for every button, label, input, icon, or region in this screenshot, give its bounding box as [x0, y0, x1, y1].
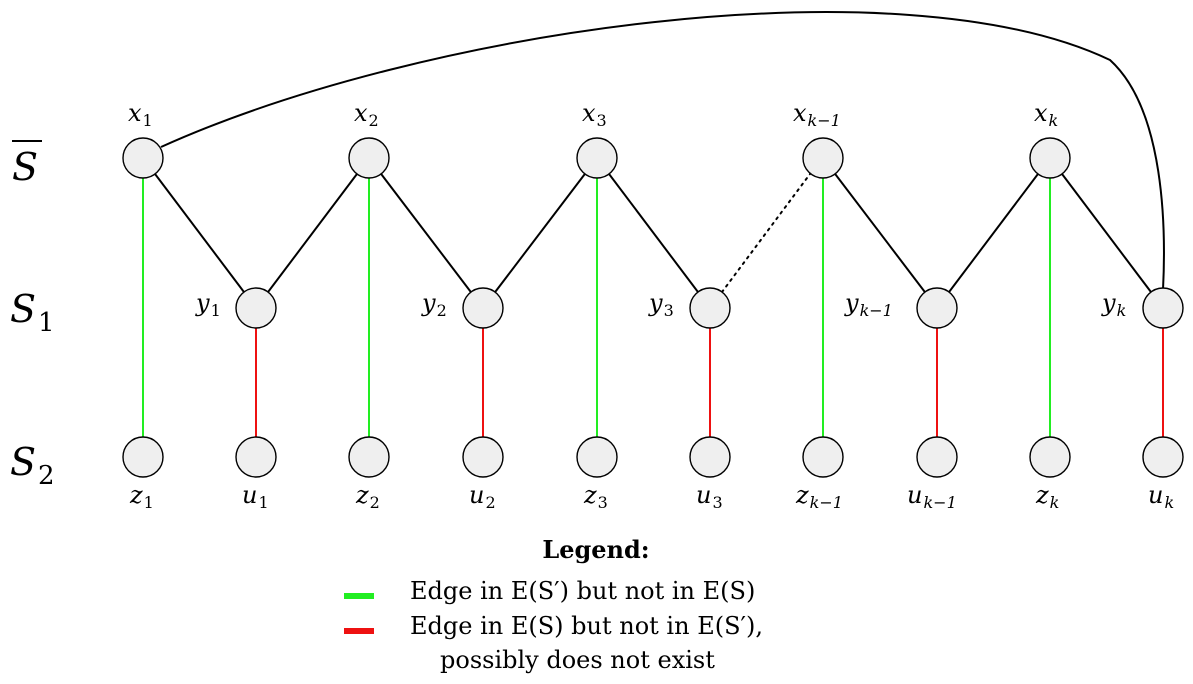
node-u2 — [462, 436, 504, 478]
legend-green-swatch — [344, 593, 374, 599]
node-yk1 — [916, 287, 958, 329]
node-x3 — [576, 137, 618, 179]
label-zk: zk — [1035, 481, 1059, 512]
label-yk1: yk−1 — [844, 289, 893, 320]
edge-x1-y1 — [142, 157, 257, 309]
label-x2: x2 — [354, 99, 379, 130]
edge-x3-y3 — [596, 157, 711, 309]
node-zk — [1029, 436, 1071, 478]
label-y2: y2 — [421, 289, 447, 320]
label-y3: y3 — [648, 289, 674, 320]
legend-green-text: Edge in E(S′) but not in E(S) — [410, 577, 755, 605]
label-yk: yk — [1101, 289, 1126, 320]
node-z1 — [122, 436, 164, 478]
label-x3: x3 — [582, 99, 607, 130]
label-u1: u1 — [242, 481, 269, 512]
node-x1 — [122, 137, 164, 179]
node-zk1 — [802, 436, 844, 478]
label-y1: y1 — [195, 289, 221, 320]
edge-y1-x2 — [255, 157, 370, 309]
node-xk — [1029, 137, 1071, 179]
node-x2 — [348, 137, 390, 179]
label-u2: u2 — [469, 481, 496, 512]
edge-y3-xk1-dotted — [721, 173, 811, 293]
label-uk1: uk−1 — [907, 481, 957, 512]
node-uk1 — [916, 436, 958, 478]
edge-x2-y2 — [368, 157, 484, 309]
legend-red-text-line1: Edge in E(S) but not in E(S′), — [410, 612, 763, 640]
label-xk1: xk−1 — [793, 99, 841, 130]
label-x1: x1 — [128, 99, 153, 130]
label-u3: u3 — [696, 481, 723, 512]
label-zk1: zk−1 — [795, 481, 843, 512]
node-z2 — [348, 436, 390, 478]
label-z3: z3 — [583, 481, 608, 512]
legend-title: Legend: — [542, 535, 649, 564]
label-uk: uk — [1148, 481, 1174, 512]
edge-y2-x3 — [482, 157, 598, 309]
node-y3 — [689, 287, 731, 329]
row-label-s-bar: S — [12, 145, 38, 189]
label-z1: z1 — [129, 481, 154, 512]
edge-xk-yk — [1049, 157, 1164, 309]
node-xk1 — [802, 137, 844, 179]
node-z3 — [576, 436, 618, 478]
node-yk — [1142, 287, 1184, 329]
edge-xk1-yk1 — [822, 157, 938, 309]
node-y1 — [235, 287, 277, 329]
node-uk — [1142, 436, 1184, 478]
legend-red-text-line2: possibly does not exist — [440, 646, 715, 674]
node-u1 — [235, 436, 277, 478]
edge-x1-yk-arc — [160, 11, 1165, 291]
row-label-s2: S2 — [10, 440, 55, 491]
label-xk: xk — [1034, 99, 1058, 130]
node-y2 — [462, 287, 504, 329]
edge-yk1-xk — [936, 157, 1051, 309]
label-z2: z2 — [355, 481, 380, 512]
node-u3 — [689, 436, 731, 478]
legend-red-swatch — [344, 628, 374, 634]
row-label-s1: S1 — [10, 287, 55, 338]
